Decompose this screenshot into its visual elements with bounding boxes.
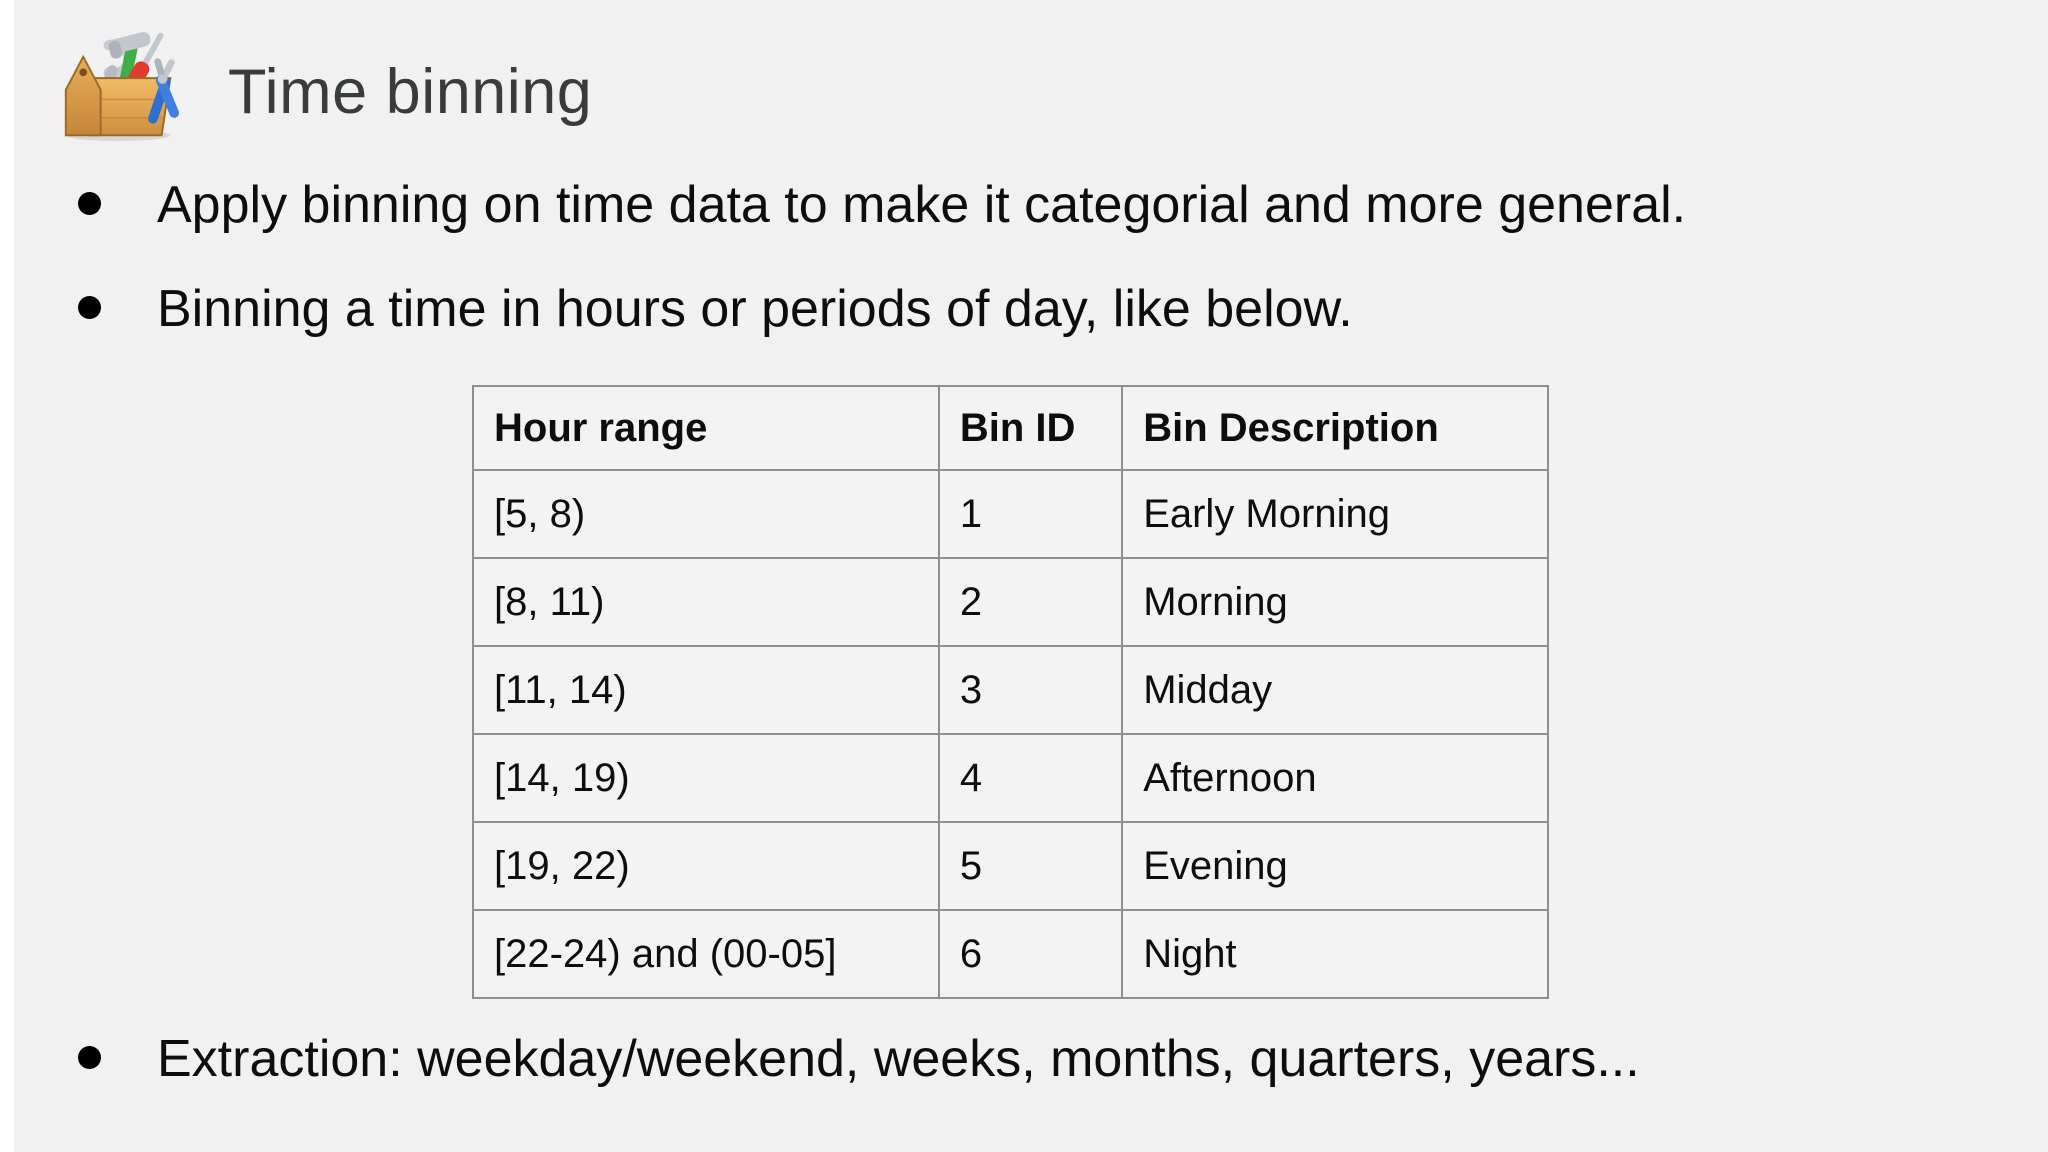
bin-description-cell: Night [1121, 909, 1549, 999]
bin-id-cell: 6 [937, 909, 1124, 999]
bullet-dot [78, 296, 101, 319]
hour-range-cell: [11, 14) [472, 645, 940, 735]
canvas-left-margin [0, 0, 14, 1152]
toolbox-icon [58, 22, 182, 142]
hour-range-cell: [19, 22) [472, 821, 940, 911]
bullet-text: Apply binning on time data to make it ca… [157, 176, 1687, 234]
bullet-text: Extraction: weekday/weekend, weeks, mont… [157, 1030, 1640, 1088]
bin-description-cell: Midday [1121, 645, 1549, 735]
bullet-item-3: Extraction: weekday/weekend, weeks, mont… [78, 1029, 1640, 1090]
hour-range-header: Hour range [472, 385, 940, 471]
table-row: [11, 14) 3 Midday [472, 645, 1549, 735]
table-row: [22-24) and (00-05] 6 Night [472, 909, 1549, 999]
bullet-item-2: Binning a time in hours or periods of da… [78, 279, 1353, 340]
time-bins-table: Hour range Bin ID Bin Description [5, 8)… [472, 385, 1549, 999]
bin-id-cell: 2 [937, 557, 1124, 647]
bullet-item-1: Apply binning on time data to make it ca… [78, 175, 1686, 236]
table-header-row: Hour range Bin ID Bin Description [472, 385, 1549, 471]
table-row: [5, 8) 1 Early Morning [472, 469, 1549, 559]
bin-description-cell: Early Morning [1121, 469, 1549, 559]
bin-id-cell: 1 [937, 469, 1124, 559]
hour-range-cell: [5, 8) [472, 469, 940, 559]
bullet-dot [78, 1046, 101, 1069]
bin-description-cell: Evening [1121, 821, 1549, 911]
bin-id-cell: 3 [937, 645, 1124, 735]
hour-range-cell: [8, 11) [472, 557, 940, 647]
table-row: [19, 22) 5 Evening [472, 821, 1549, 911]
slide-header: Time binning [58, 22, 592, 142]
bin-description-cell: Morning [1121, 557, 1549, 647]
bullet-text: Binning a time in hours or periods of da… [157, 280, 1353, 338]
bin-id-cell: 5 [937, 821, 1124, 911]
bin-description-cell: Afternoon [1121, 733, 1549, 823]
hour-range-cell: [14, 19) [472, 733, 940, 823]
bin-id-header: Bin ID [937, 385, 1124, 471]
bin-id-cell: 4 [937, 733, 1124, 823]
hour-range-cell: [22-24) and (00-05] [472, 909, 940, 999]
page-title: Time binning [228, 57, 593, 127]
table-row: [8, 11) 2 Morning [472, 557, 1549, 647]
table-row: [14, 19) 4 Afternoon [472, 733, 1549, 823]
bullet-dot [78, 192, 101, 215]
bin-description-header: Bin Description [1121, 385, 1549, 471]
